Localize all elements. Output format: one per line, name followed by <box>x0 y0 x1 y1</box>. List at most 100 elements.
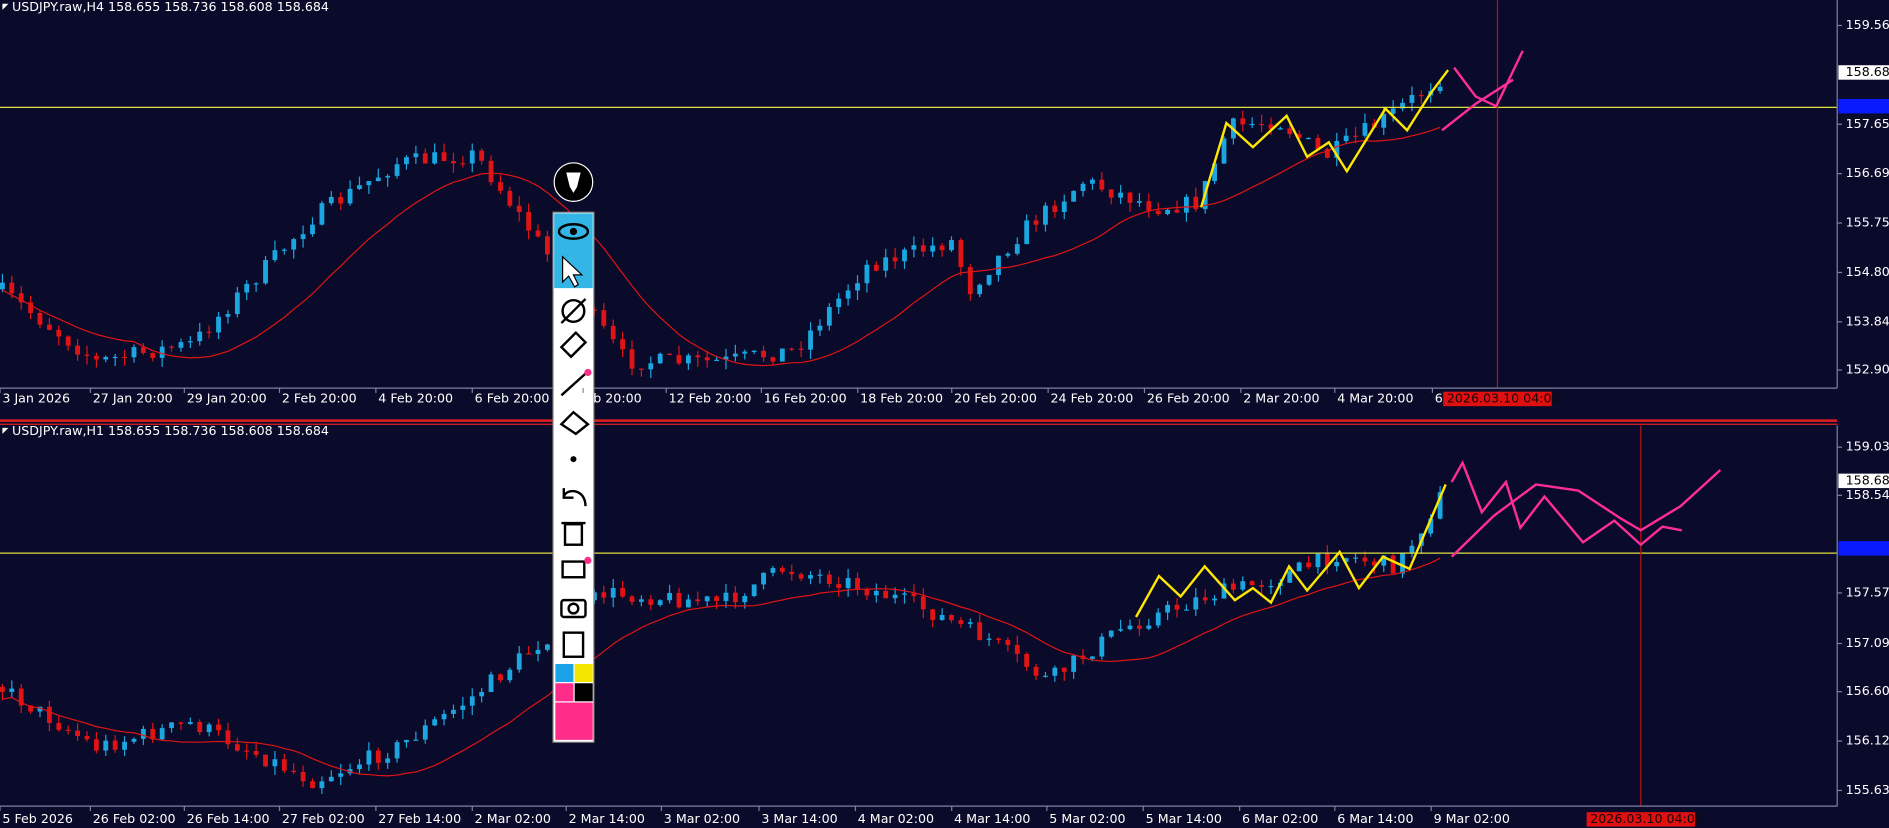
candle-body <box>986 274 992 285</box>
brush-button[interactable] <box>559 330 588 359</box>
candle-body <box>1118 629 1124 631</box>
candle-body <box>1155 612 1161 626</box>
pen-drawing <box>1450 469 1722 558</box>
candle-body <box>460 705 466 710</box>
dot-button[interactable] <box>570 456 577 463</box>
price-label: 155.753 <box>1846 215 1889 230</box>
candle-body <box>911 245 917 250</box>
candle-body <box>244 750 250 752</box>
candle-body <box>1155 210 1161 215</box>
candle-body <box>629 349 635 369</box>
candle-body <box>1400 553 1405 574</box>
candle-body <box>263 259 268 284</box>
candle-body <box>1108 189 1114 198</box>
candle-body <box>911 593 917 597</box>
candle-body <box>732 592 738 603</box>
candle-body <box>892 594 898 599</box>
candle-body <box>1221 138 1227 164</box>
candle-body <box>1005 253 1011 256</box>
color-black[interactable] <box>574 683 593 702</box>
color-yellow[interactable] <box>574 663 593 683</box>
time-label: eb 20:00 <box>585 390 641 405</box>
time-label: 16 Feb 20:00 <box>764 390 847 405</box>
candle-body <box>1287 571 1293 583</box>
candle-body <box>366 181 372 186</box>
candle-body <box>930 609 936 620</box>
time-label: 6 Mar 14:00 <box>1337 811 1413 826</box>
candle-body <box>394 742 400 759</box>
candle-body <box>601 592 607 598</box>
candle-body <box>46 324 52 330</box>
candle-body <box>328 197 334 204</box>
candle-body <box>197 721 203 733</box>
line-button[interactable] <box>560 372 587 397</box>
candle-body <box>967 267 973 295</box>
candle-body <box>789 571 795 575</box>
time-label: 27 Feb 14:00 <box>378 811 461 826</box>
candle-body <box>93 739 99 751</box>
collapse-triangle <box>2 3 9 10</box>
candle-body <box>328 776 334 782</box>
candle-body <box>338 773 344 777</box>
candle-body <box>902 249 907 262</box>
price-label: 159.563 <box>1846 17 1889 32</box>
screen-button[interactable] <box>561 560 586 579</box>
candle-body <box>516 205 522 212</box>
current-price: 158.684 <box>1846 472 1889 487</box>
candle-body <box>1240 118 1246 125</box>
zigzag-drawing <box>1134 484 1447 618</box>
price-label: 157.094 <box>1846 635 1889 650</box>
color-pink[interactable] <box>555 683 574 702</box>
candle-body <box>9 688 15 692</box>
candle-body <box>1043 205 1048 225</box>
candle-body <box>37 706 43 712</box>
candle-body <box>1033 666 1039 676</box>
time-label: 2 Mar 14:00 <box>569 811 645 826</box>
cursor-button[interactable] <box>562 255 584 288</box>
candle-body <box>845 290 851 299</box>
panel-header: USDJPY.raw,H4 158.655 158.736 158.608 15… <box>12 0 329 14</box>
candle-body <box>629 596 635 602</box>
price-label: 156.609 <box>1846 683 1889 698</box>
candle-body <box>56 329 62 337</box>
candle-body <box>526 653 532 655</box>
camera-button[interactable] <box>560 598 587 619</box>
candle-body <box>714 359 719 362</box>
eraser-button[interactable] <box>559 410 590 436</box>
candle-body <box>808 330 813 350</box>
undo-button[interactable] <box>562 488 587 507</box>
candle-body <box>197 331 203 342</box>
time-label: 2 Mar 02:00 <box>475 811 551 826</box>
candle-body <box>1249 123 1255 126</box>
price-label: 157.579 <box>1846 584 1889 599</box>
candle-body <box>685 599 691 608</box>
candle-body <box>864 264 870 284</box>
pen-drawing <box>1450 459 1683 547</box>
candle-body <box>535 649 541 654</box>
candle-body <box>1409 94 1415 103</box>
candle-body <box>704 357 710 361</box>
cursor-time: 2026.03.10 04:00 <box>1590 811 1703 826</box>
candle-body <box>873 590 879 596</box>
candle-body <box>638 368 644 370</box>
candle-body <box>0 282 5 290</box>
time-label: 5 Feb 2026 <box>2 811 73 826</box>
candle-body <box>150 728 156 740</box>
candle-body <box>1437 86 1443 92</box>
candle-body <box>1353 135 1358 137</box>
hide-button[interactable] <box>561 298 586 324</box>
clipboard-button[interactable] <box>562 631 585 658</box>
candle-body <box>996 638 1001 640</box>
candle-body <box>18 293 24 303</box>
current-color[interactable] <box>555 702 593 740</box>
candle-body <box>413 739 419 741</box>
candle-body <box>1090 656 1095 659</box>
color-blue[interactable] <box>555 663 574 683</box>
candle-body <box>441 713 447 720</box>
candle-body <box>169 346 174 348</box>
eye-button[interactable] <box>557 223 590 240</box>
candle-body <box>300 234 306 240</box>
candle-body <box>469 150 475 164</box>
pen-icon <box>566 172 581 193</box>
candle-body <box>234 292 240 315</box>
